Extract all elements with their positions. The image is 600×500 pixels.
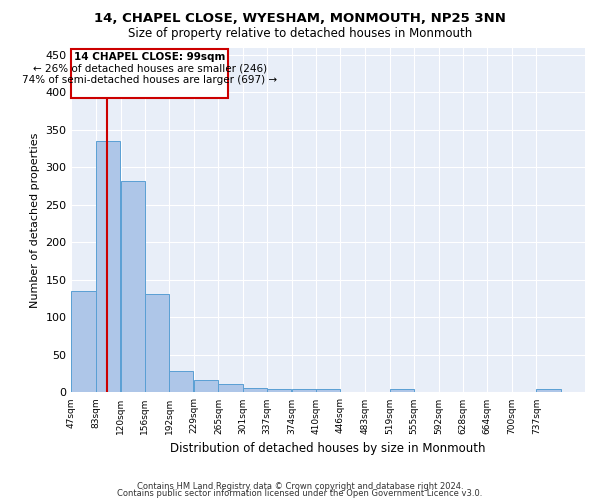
FancyBboxPatch shape xyxy=(71,49,229,98)
Text: Contains public sector information licensed under the Open Government Licence v3: Contains public sector information licen… xyxy=(118,489,482,498)
Bar xyxy=(169,370,193,392)
Bar xyxy=(71,291,96,392)
Text: 74% of semi-detached houses are larger (697) →: 74% of semi-detached houses are larger (… xyxy=(22,74,278,85)
Text: ← 26% of detached houses are smaller (246): ← 26% of detached houses are smaller (24… xyxy=(33,64,267,74)
Bar xyxy=(194,380,218,392)
Bar xyxy=(218,384,242,392)
Bar xyxy=(389,388,414,392)
Bar xyxy=(96,141,120,393)
Bar xyxy=(145,294,169,392)
Text: Size of property relative to detached houses in Monmouth: Size of property relative to detached ho… xyxy=(128,28,472,40)
Text: 14 CHAPEL CLOSE: 99sqm: 14 CHAPEL CLOSE: 99sqm xyxy=(74,52,226,62)
Bar xyxy=(292,388,316,392)
X-axis label: Distribution of detached houses by size in Monmouth: Distribution of detached houses by size … xyxy=(170,442,486,455)
Bar xyxy=(242,388,267,392)
Text: 14, CHAPEL CLOSE, WYESHAM, MONMOUTH, NP25 3NN: 14, CHAPEL CLOSE, WYESHAM, MONMOUTH, NP2… xyxy=(94,12,506,26)
Bar xyxy=(316,390,340,392)
Bar xyxy=(536,388,561,392)
Text: Contains HM Land Registry data © Crown copyright and database right 2024.: Contains HM Land Registry data © Crown c… xyxy=(137,482,463,491)
Bar xyxy=(121,181,145,392)
Bar xyxy=(267,388,291,392)
Y-axis label: Number of detached properties: Number of detached properties xyxy=(30,132,40,308)
